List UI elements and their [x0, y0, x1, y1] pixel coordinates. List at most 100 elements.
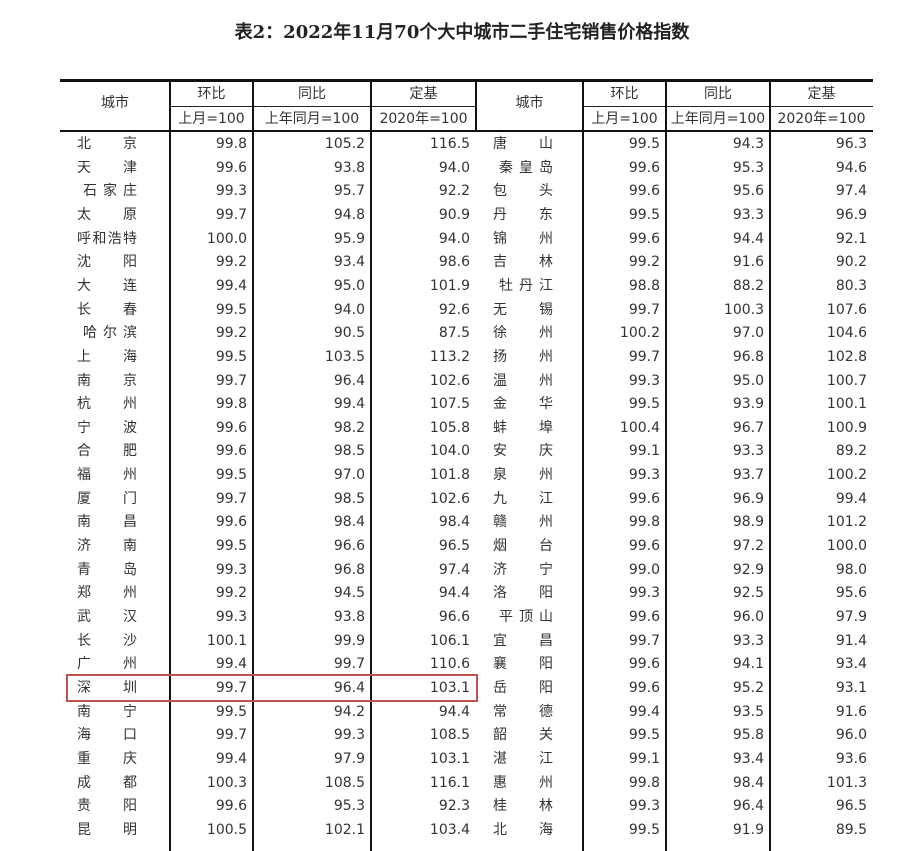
fixed-value: 102.8	[826, 348, 867, 365]
city-name: 桂林	[493, 794, 563, 818]
city-name: 常德	[493, 700, 563, 724]
fixed-value: 98.6	[438, 254, 470, 271]
yoy-value: 95.0	[333, 277, 365, 294]
fixed-value: 104.0	[429, 443, 470, 460]
yoy-value: 94.5	[333, 585, 365, 602]
yoy-value: 92.9	[732, 561, 764, 578]
yoy-value: 90.5	[333, 325, 365, 342]
yoy-value: 102.1	[324, 821, 365, 838]
yoy-value: 91.9	[732, 821, 764, 838]
mom-value: 99.6	[628, 159, 660, 176]
mom-value: 99.7	[215, 679, 247, 696]
fixed-value: 103.1	[429, 750, 470, 767]
yoy-value: 97.0	[333, 467, 365, 484]
yoy-value: 93.3	[732, 443, 764, 460]
mom-value: 99.7	[215, 372, 247, 389]
fixed-value: 93.1	[835, 679, 867, 696]
fixed-value: 91.4	[835, 632, 867, 649]
city-label: 南京	[77, 372, 137, 389]
fixed-value: 107.5	[429, 396, 470, 413]
city-name: 秦皇岛	[493, 156, 563, 180]
yoy-value: 96.9	[732, 490, 764, 507]
city-label: 贵阳	[77, 798, 137, 815]
city-label: 北海	[493, 821, 553, 838]
city-label: 岳阳	[493, 679, 553, 696]
city-label: 湛江	[493, 750, 553, 767]
city-label: 济宁	[493, 561, 553, 578]
fixed-value: 94.4	[438, 703, 470, 720]
mom-value: 99.3	[215, 609, 247, 625]
fixed-value: 89.2	[835, 443, 867, 460]
city-label: 南宁	[77, 703, 137, 720]
yoy-value: 93.7	[732, 467, 764, 484]
city-name: 洛阳	[493, 581, 563, 605]
city-label: 秦皇岛	[499, 159, 553, 176]
city-name: 福州	[77, 463, 147, 487]
city-name: 济宁	[493, 558, 563, 582]
yoy-value: 96.7	[732, 419, 764, 436]
yoy-value: 96.4	[732, 798, 764, 815]
city-name: 襄阳	[493, 652, 563, 676]
yoy-value: 88.2	[732, 277, 764, 294]
mom-value: 98.8	[628, 277, 660, 294]
fixed-value: 92.1	[835, 230, 867, 247]
mom-value: 99.0	[628, 561, 660, 578]
mom-value: 99.6	[628, 538, 660, 555]
mom-value: 100.2	[619, 325, 660, 342]
yoy-value: 105.2	[324, 136, 365, 152]
mom-value: 99.5	[628, 821, 660, 838]
mom-value: 99.7	[628, 348, 660, 365]
city-name: 安庆	[493, 439, 563, 463]
fixed-value: 93.4	[835, 656, 867, 673]
city-label: 吉林	[493, 254, 553, 271]
city-name: 厦门	[77, 487, 147, 511]
city-name: 扬州	[493, 345, 563, 369]
city-label: 徐州	[493, 325, 553, 342]
city-name: 温州	[493, 369, 563, 393]
header-divider	[170, 106, 476, 107]
city-label: 深圳	[77, 679, 137, 696]
header-divider	[583, 106, 873, 107]
fixed-value: 92.2	[438, 183, 470, 200]
yoy-value: 95.7	[333, 183, 365, 200]
city-name: 无锡	[493, 298, 563, 322]
mom-value: 99.5	[215, 467, 247, 484]
right-header-yoy: 同比	[704, 86, 732, 102]
fixed-value: 101.8	[429, 467, 470, 484]
yoy-value: 95.8	[732, 727, 764, 744]
yoy-value: 103.5	[324, 348, 365, 365]
yoy-value: 98.9	[732, 514, 764, 531]
column-divider	[582, 81, 584, 851]
mom-value: 99.3	[628, 798, 660, 815]
city-label: 无锡	[493, 301, 553, 318]
mom-value: 99.7	[215, 206, 247, 223]
column-divider	[252, 81, 254, 851]
city-label: 安庆	[493, 443, 553, 460]
city-name: 广州	[77, 652, 147, 676]
city-name: 南京	[77, 369, 147, 393]
city-label: 扬州	[493, 348, 553, 365]
city-name: 宁波	[77, 416, 147, 440]
city-label: 石家庄	[83, 183, 137, 200]
yoy-value: 100.3	[723, 301, 764, 318]
mom-value: 99.7	[628, 301, 660, 318]
mom-value: 99.2	[215, 585, 247, 602]
city-label: 重庆	[77, 750, 137, 767]
mom-value: 100.1	[206, 632, 247, 649]
city-name: 烟台	[493, 534, 563, 558]
yoy-value: 92.5	[732, 585, 764, 602]
left-header-city: 城市	[101, 95, 129, 111]
city-name: 石家庄	[77, 179, 147, 203]
yoy-value: 96.4	[333, 679, 365, 696]
mom-value: 99.3	[628, 467, 660, 484]
city-name: 哈尔滨	[77, 321, 147, 345]
yoy-value: 98.5	[333, 490, 365, 507]
column-divider	[169, 81, 171, 851]
city-label: 大连	[77, 277, 137, 294]
mom-value: 99.6	[215, 159, 247, 176]
mom-value: 99.3	[215, 561, 247, 578]
fixed-value: 96.6	[438, 609, 470, 625]
table-title: 表2：2022年11月70个大中城市二手住宅销售价格指数	[234, 22, 690, 43]
yoy-value: 93.8	[333, 159, 365, 176]
mom-value: 99.5	[215, 538, 247, 555]
